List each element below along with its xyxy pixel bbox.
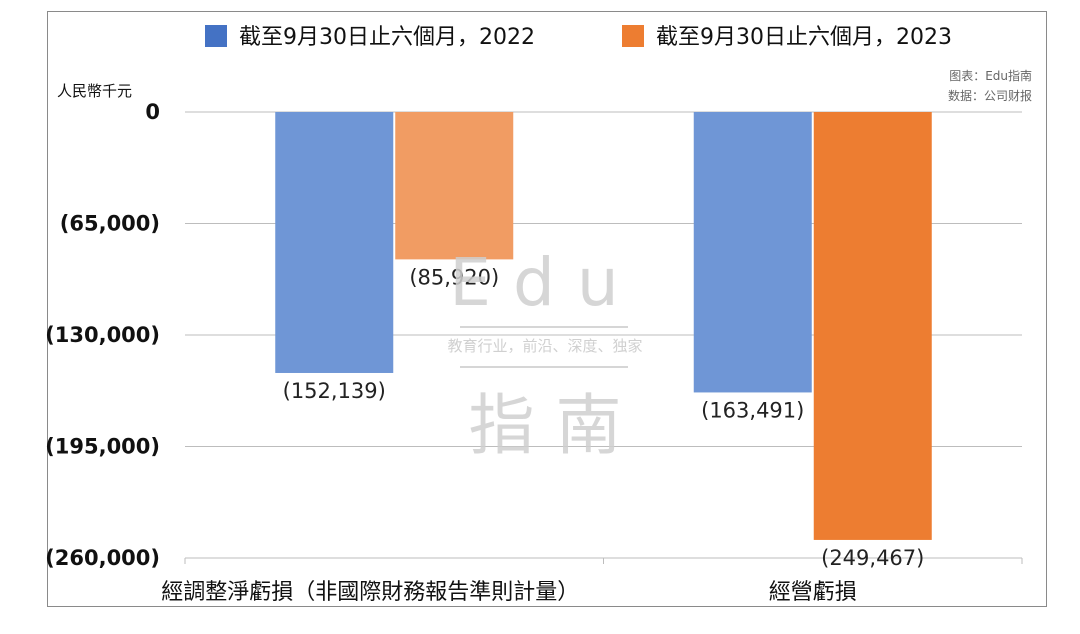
legend-label: 截至9月30日止六個月，2022 <box>239 25 535 50</box>
y-tick-label: 0 <box>145 100 160 124</box>
legend-label: 截至9月30日止六個月，2023 <box>656 25 952 50</box>
y-axis-unit: 人民幣千元 <box>57 82 132 100</box>
legend-swatch <box>622 25 644 47</box>
legend: 截至9月30日止六個月，2022 截至9月30日止六個月，2023 <box>205 25 952 50</box>
category-label: 經調整淨虧損（非國際財務報告準則計量） <box>161 580 579 605</box>
bars <box>275 112 932 540</box>
source-line-1: 图表：Edu指南 <box>949 68 1032 83</box>
y-tick-label: (65,000) <box>60 212 160 236</box>
data-label: (249,467) <box>821 546 924 570</box>
bar <box>395 112 514 260</box>
source-line-2: 数据：公司财报 <box>948 88 1032 103</box>
y-tick-labels: 0 (65,000) (130,000) (195,000) (260,000) <box>45 100 160 570</box>
watermark: Edu 教育行业，前沿、深度、独家 指 南 <box>447 244 642 464</box>
y-tick-label: (260,000) <box>45 546 160 570</box>
watermark-name: 指 南 <box>469 387 622 464</box>
bar <box>275 112 394 373</box>
category-label: 經營虧損 <box>769 580 857 605</box>
y-tick-label: (195,000) <box>45 435 160 459</box>
watermark-tagline: 教育行业，前沿、深度、独家 <box>447 337 642 355</box>
bar <box>813 112 932 540</box>
data-label: (85,920) <box>409 265 499 289</box>
data-labels: (152,139) (85,920) (163,491) (249,467) <box>283 265 925 570</box>
watermark-brand: Edu <box>449 244 640 321</box>
data-label: (152,139) <box>283 379 386 403</box>
legend-swatch <box>205 25 227 47</box>
category-labels: 經調整淨虧損（非國際財務報告準則計量） 經營虧損 <box>161 580 857 605</box>
data-label: (163,491) <box>701 398 804 422</box>
chart-frame <box>47 11 1047 607</box>
bar <box>693 112 812 393</box>
y-tick-label: (130,000) <box>45 323 160 347</box>
